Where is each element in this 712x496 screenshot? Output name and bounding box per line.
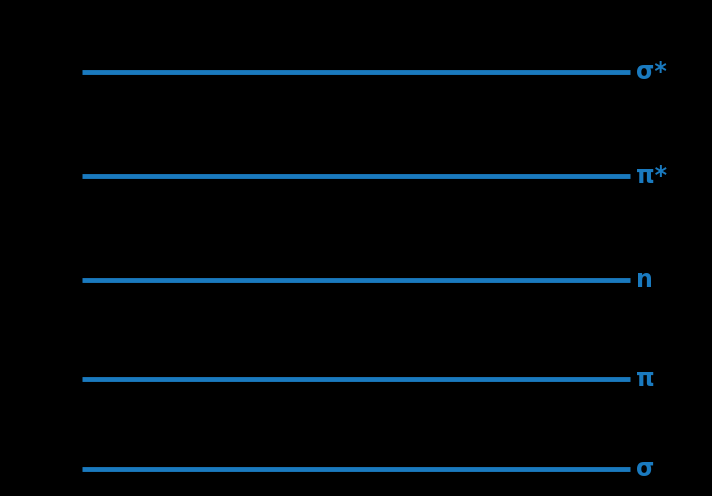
Text: π*: π*	[636, 164, 667, 188]
Text: σ: σ	[636, 457, 654, 481]
Text: π: π	[636, 368, 654, 391]
Text: σ*: σ*	[636, 60, 666, 84]
Text: n: n	[636, 268, 653, 292]
